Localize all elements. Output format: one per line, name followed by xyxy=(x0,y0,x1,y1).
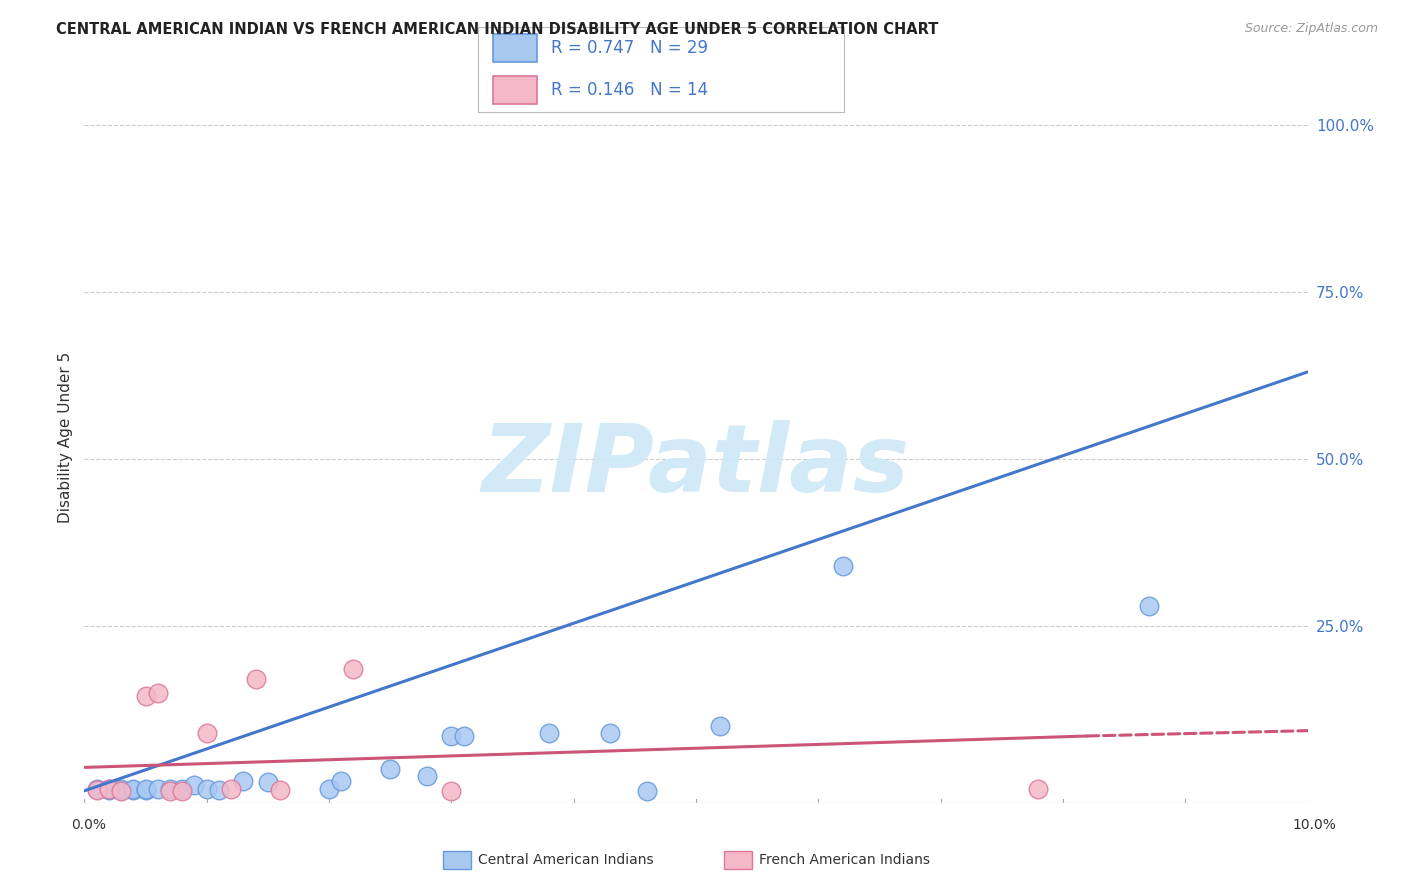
Point xyxy=(172,784,194,798)
Point xyxy=(440,784,463,798)
Text: ZIPatlas: ZIPatlas xyxy=(482,420,910,512)
Point xyxy=(232,773,254,788)
Point xyxy=(318,782,340,797)
Point xyxy=(440,729,463,743)
Text: Central American Indians: Central American Indians xyxy=(478,853,654,867)
Point xyxy=(122,783,145,797)
Point xyxy=(245,672,267,686)
Point xyxy=(257,775,280,789)
Point xyxy=(195,782,218,797)
Point xyxy=(380,763,402,777)
Point xyxy=(195,725,218,739)
Point xyxy=(269,783,291,797)
Point xyxy=(110,784,132,798)
Point xyxy=(330,773,353,788)
Text: CENTRAL AMERICAN INDIAN VS FRENCH AMERICAN INDIAN DISABILITY AGE UNDER 5 CORRELA: CENTRAL AMERICAN INDIAN VS FRENCH AMERIC… xyxy=(56,22,939,37)
Point xyxy=(219,782,242,797)
Point xyxy=(342,662,364,676)
Point xyxy=(135,689,157,703)
Point xyxy=(97,782,120,797)
Point xyxy=(135,782,157,797)
Text: R = 0.747   N = 29: R = 0.747 N = 29 xyxy=(551,39,709,57)
Text: R = 0.146   N = 14: R = 0.146 N = 14 xyxy=(551,81,709,99)
Text: 10.0%: 10.0% xyxy=(1292,818,1337,832)
Point xyxy=(636,784,658,798)
Point xyxy=(709,719,731,733)
Point xyxy=(1028,782,1050,797)
Point xyxy=(146,685,169,699)
Point xyxy=(159,782,181,797)
Point xyxy=(183,778,205,792)
Point xyxy=(86,782,108,797)
Point xyxy=(538,725,561,739)
FancyBboxPatch shape xyxy=(492,35,537,62)
Point xyxy=(110,783,132,797)
Point xyxy=(831,558,853,573)
Point xyxy=(208,783,231,797)
Point xyxy=(97,782,120,797)
Point xyxy=(416,769,439,783)
Point xyxy=(86,783,108,797)
Point xyxy=(1137,599,1160,613)
Y-axis label: Disability Age Under 5: Disability Age Under 5 xyxy=(58,351,73,523)
Text: Source: ZipAtlas.com: Source: ZipAtlas.com xyxy=(1244,22,1378,36)
Point xyxy=(453,729,475,743)
Point xyxy=(146,782,169,797)
Point xyxy=(97,783,120,797)
Text: 0.0%: 0.0% xyxy=(72,818,105,832)
Point xyxy=(172,782,194,797)
Point xyxy=(110,782,132,797)
Point xyxy=(159,784,181,798)
FancyBboxPatch shape xyxy=(492,76,537,103)
Point xyxy=(122,782,145,797)
Text: French American Indians: French American Indians xyxy=(759,853,931,867)
Point xyxy=(135,783,157,797)
Point xyxy=(599,725,621,739)
